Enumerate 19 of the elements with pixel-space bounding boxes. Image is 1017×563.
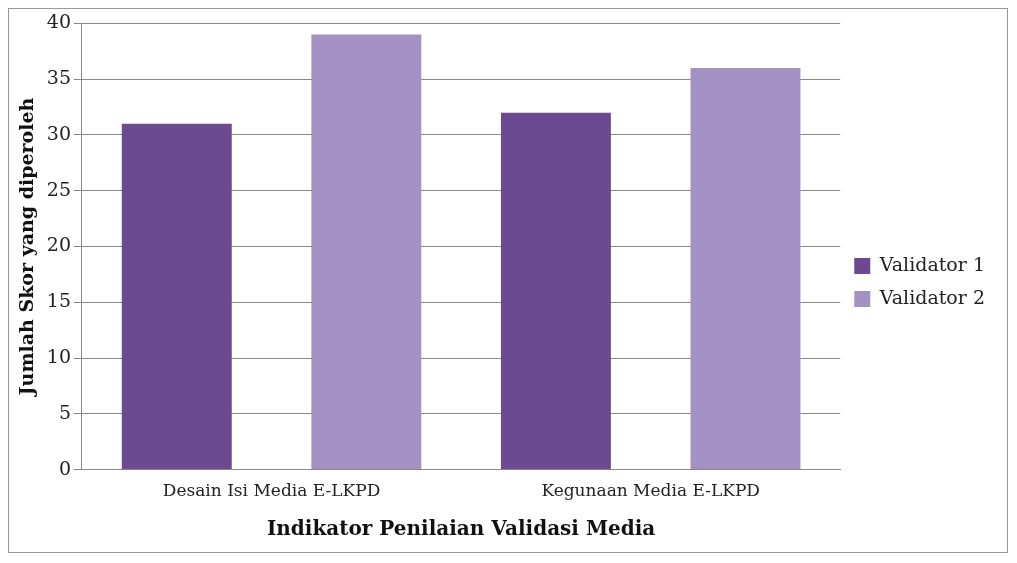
x-tick-label: Desain Isi Media E-LKPD [162,480,381,501]
y-tick-label: 15 [46,289,71,312]
y-tick-label: 35 [46,66,71,89]
bar [690,68,801,470]
bar [500,112,611,470]
y-tick-label: 10 [46,344,71,367]
x-axis-title: Indikator Penilaian Validasi Media [266,516,656,541]
y-tick-label: 0 [58,456,71,479]
y-tick-label: 30 [46,121,71,144]
y-axis-title: Jumlah Skor yang diperoleh [15,97,38,398]
x-tick-label: Kegunaan Media E-LKPD [541,480,760,501]
legend-label: Validator 2 [878,285,985,308]
y-tick-label: 25 [46,177,71,200]
legend-label: Validator 1 [878,252,985,275]
y-tick-label: 5 [58,400,71,423]
y-tick-label: 40 [46,10,71,33]
y-tick-label: 20 [46,233,71,256]
bar [311,34,422,470]
bar [121,123,232,470]
